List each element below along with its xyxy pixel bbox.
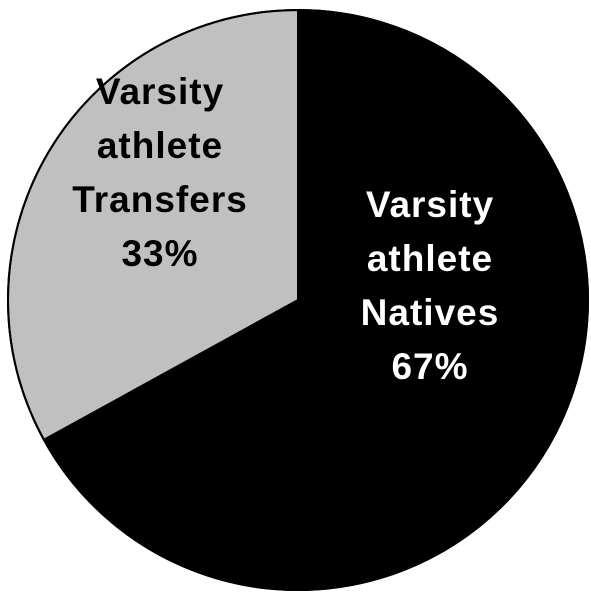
pie-outline	[7, 9, 589, 591]
slice-label-line: 67%	[391, 346, 468, 387]
slice-label-line: Varsity	[96, 71, 224, 112]
slice-label-1: Varsity athlete Transfers 33%	[72, 71, 248, 274]
labels-layer: Varsity athlete Natives 67% Varsity athlete Tr…	[72, 71, 500, 387]
slice-label-line: 33%	[121, 233, 198, 274]
slice-label-line: athlete	[97, 125, 223, 166]
slice-label-0: Varsity athlete Natives 67%	[361, 184, 500, 387]
slice-label-line: Varsity	[366, 184, 494, 225]
slices-layer	[7, 8, 589, 591]
slice-label-line: Transfers	[72, 179, 248, 220]
slice-label-line: athlete	[367, 238, 493, 279]
slice-label-line: Natives	[361, 292, 500, 333]
